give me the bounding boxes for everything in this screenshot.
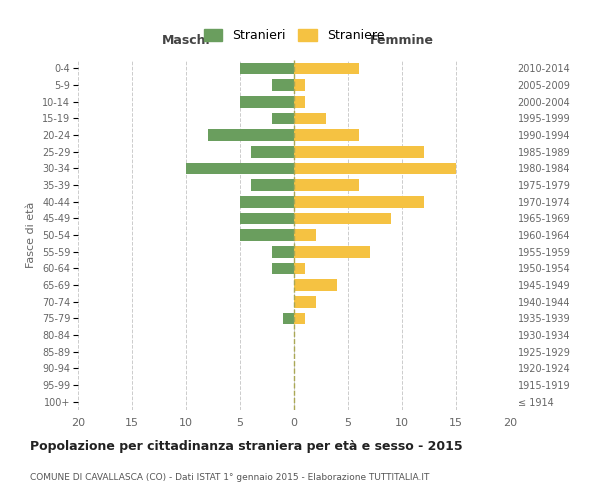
Text: Maschi: Maschi — [161, 34, 211, 46]
Bar — [240, 196, 294, 207]
Bar — [294, 129, 359, 141]
Bar — [240, 62, 294, 74]
Bar — [294, 146, 424, 158]
Bar — [294, 96, 305, 108]
Bar — [294, 196, 424, 207]
Bar — [294, 296, 316, 308]
Bar — [294, 179, 359, 191]
Bar — [272, 246, 294, 258]
Bar — [208, 129, 294, 141]
Bar — [294, 212, 391, 224]
Bar — [294, 229, 316, 241]
Text: COMUNE DI CAVALLASCA (CO) - Dati ISTAT 1° gennaio 2015 - Elaborazione TUTTITALIA: COMUNE DI CAVALLASCA (CO) - Dati ISTAT 1… — [30, 473, 430, 482]
Bar — [283, 312, 294, 324]
Text: Femmine: Femmine — [370, 34, 434, 46]
Bar — [186, 162, 294, 174]
Bar — [294, 79, 305, 91]
Bar — [272, 79, 294, 91]
Bar — [294, 62, 359, 74]
Bar — [240, 229, 294, 241]
Bar — [294, 246, 370, 258]
Bar — [294, 262, 305, 274]
Legend: Stranieri, Straniere: Stranieri, Straniere — [199, 24, 389, 48]
Text: Popolazione per cittadinanza straniera per età e sesso - 2015: Popolazione per cittadinanza straniera p… — [30, 440, 463, 453]
Bar — [251, 179, 294, 191]
Y-axis label: Fasce di età: Fasce di età — [26, 202, 37, 268]
Bar — [272, 262, 294, 274]
Bar — [294, 279, 337, 291]
Bar — [294, 162, 456, 174]
Bar — [251, 146, 294, 158]
Bar — [294, 312, 305, 324]
Bar — [240, 96, 294, 108]
Bar — [294, 112, 326, 124]
Bar — [272, 112, 294, 124]
Bar — [240, 212, 294, 224]
